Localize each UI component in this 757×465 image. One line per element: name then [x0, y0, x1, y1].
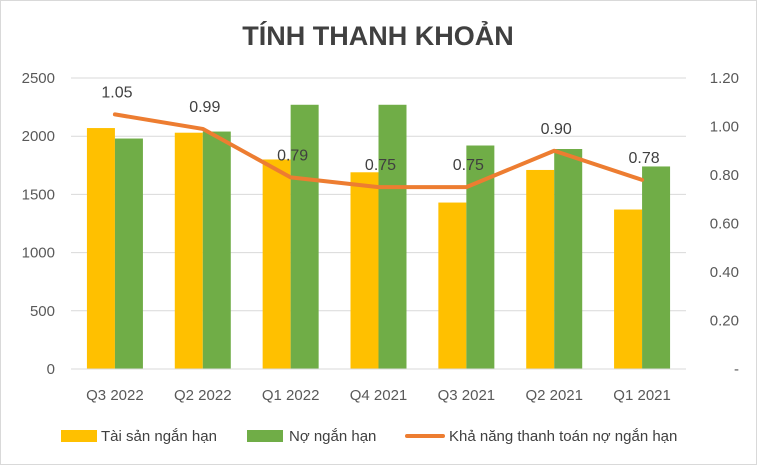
ratio-data-label: 0.79 [277, 147, 308, 164]
x-tick-label: Q2 2021 [525, 387, 583, 404]
bar-no-ngan-han [642, 166, 671, 369]
bar-tai-san-ngan-han [438, 202, 467, 369]
bar-no-ngan-han [378, 104, 407, 369]
y-right-tick-label: 0.20 [710, 313, 739, 330]
bar-no-ngan-han [554, 149, 583, 369]
y-left-tick-label: 0 [47, 361, 55, 378]
y-right-tick-label: 0.60 [710, 216, 739, 233]
bar-no-ngan-han [290, 104, 319, 369]
y-left-tick-label: 1000 [22, 245, 55, 262]
y-left-tick-label: 1500 [22, 186, 55, 203]
bar-tai-san-ngan-han [614, 209, 643, 369]
legend-label-tai-san-ngan-han: Tài sản ngắn hạn [101, 428, 217, 445]
ratio-line [112, 112, 645, 190]
x-tick-label: Q1 2022 [262, 387, 320, 404]
y-right-tick-label: 0.40 [710, 264, 739, 281]
ratio-data-label: 1.05 [101, 84, 132, 101]
y-right-tick-label: 1.20 [710, 70, 739, 87]
legend-swatch-tai-san-ngan-han [61, 430, 97, 442]
y-left-tick-label: 2000 [22, 128, 55, 145]
legend-label-no-ngan-han: Nợ ngắn hạn [289, 428, 376, 445]
y-right-tick-label: 1.00 [710, 119, 739, 136]
chart-title: TÍNH THANH KHOẢN [242, 19, 513, 51]
x-tick-label: Q2 2022 [174, 387, 232, 404]
bar-no-ngan-han [202, 131, 231, 369]
y-left-tick-label: 2500 [22, 70, 55, 87]
bar-tai-san-ngan-han [262, 159, 291, 369]
x-tick-label: Q1 2021 [613, 387, 671, 404]
x-tick-label: Q4 2021 [350, 387, 408, 404]
legend-swatch-no-ngan-han [247, 430, 283, 442]
ratio-data-label: 0.78 [629, 150, 660, 167]
y-right-tick-label: - [734, 361, 739, 378]
bar-no-ngan-han [114, 138, 143, 369]
y-right-tick-label: 0.80 [710, 167, 739, 184]
bar-tai-san-ngan-han [86, 128, 115, 369]
y-left-tick-label: 500 [30, 303, 55, 320]
bar-tai-san-ngan-han [350, 172, 379, 369]
ratio-data-label: 0.99 [189, 99, 220, 116]
ratio-data-label: 0.75 [365, 157, 396, 174]
x-tick-label: Q3 2022 [86, 387, 144, 404]
ratio-data-label: 0.75 [453, 157, 484, 174]
bar-tai-san-ngan-han [174, 132, 203, 369]
x-tick-label: Q3 2021 [438, 387, 496, 404]
legend-label-kha-nang-thanh-toan: Khả năng thanh toán nợ ngắn hạn [449, 428, 677, 445]
bar-tai-san-ngan-han [526, 169, 555, 369]
ratio-data-label: 0.90 [541, 121, 572, 138]
